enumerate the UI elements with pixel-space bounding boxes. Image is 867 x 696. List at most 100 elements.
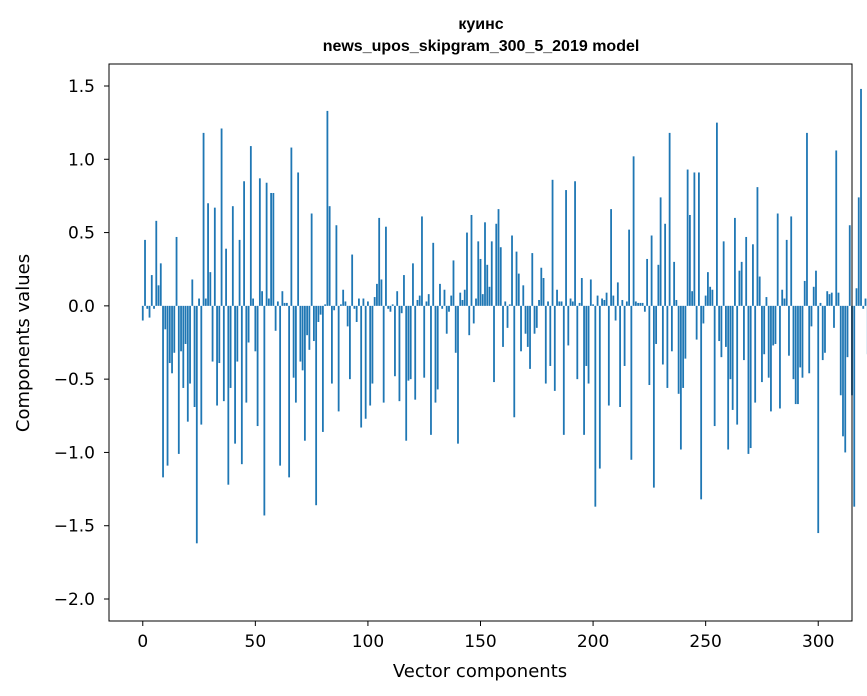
- bar-252: [709, 286, 712, 306]
- bar-118: [407, 305, 410, 381]
- bar-80: [321, 305, 324, 432]
- bar-263: [734, 217, 736, 306]
- bar-282: [776, 213, 779, 306]
- bar-275: [761, 305, 763, 383]
- bar-136: [448, 305, 450, 312]
- bar-142: [461, 299, 464, 306]
- bar-114: [398, 305, 401, 402]
- bar-127: [427, 294, 430, 306]
- bar-107: [382, 305, 385, 403]
- bar-44: [240, 305, 243, 465]
- bar-134: [443, 289, 446, 306]
- bar-230: [659, 197, 662, 306]
- bar-249: [702, 305, 705, 324]
- bar-211: [616, 282, 619, 306]
- bar-253: [711, 289, 714, 306]
- y-axis-ticks: −2.0 −1.5 −1.0 −0.5 0.0 0.5 1.0 1.5: [54, 77, 109, 610]
- bar-10: [164, 305, 167, 330]
- y-axis-label: Components values: [13, 254, 34, 432]
- bar-277: [765, 297, 768, 306]
- bar-173: [531, 253, 534, 306]
- bar-29: [207, 203, 209, 306]
- bar-32: [213, 207, 216, 306]
- bar-221: [639, 302, 642, 306]
- bar-128: [430, 305, 432, 435]
- bar-206: [605, 292, 608, 306]
- bar-25: [198, 298, 200, 306]
- bar-91: [346, 305, 349, 327]
- bar-8: [159, 263, 162, 306]
- bar-73: [306, 305, 309, 336]
- bar-146: [470, 214, 473, 306]
- bar-259: [725, 305, 727, 347]
- bar-312: [844, 305, 847, 453]
- bar-60: [276, 301, 279, 306]
- bar-94: [353, 305, 356, 309]
- bar-268: [745, 236, 748, 306]
- bar-246: [695, 305, 698, 340]
- bar-4: [150, 275, 153, 306]
- bar-278: [767, 305, 770, 378]
- bar-280: [772, 305, 775, 346]
- bar-157: [495, 223, 498, 306]
- bar-279: [770, 305, 772, 412]
- bar-313: [846, 305, 849, 358]
- bar-223: [643, 305, 646, 312]
- bar-225: [648, 305, 651, 386]
- y-tick-label: −2.0: [54, 590, 95, 610]
- y-tick-label: −0.5: [54, 370, 95, 390]
- bar-245: [693, 172, 696, 306]
- bar-314: [848, 225, 851, 306]
- bar-79: [319, 305, 322, 315]
- bar-141: [459, 292, 462, 306]
- bar-42: [236, 305, 239, 362]
- bar-320: [862, 305, 865, 309]
- bar-145: [468, 305, 471, 336]
- bar-304: [826, 291, 829, 306]
- bar-36: [222, 305, 225, 402]
- bar-168: [520, 305, 522, 352]
- bar-78: [317, 305, 320, 322]
- bar-125: [423, 305, 426, 378]
- bar-224: [646, 258, 649, 306]
- bar-161: [504, 301, 507, 306]
- bar-171: [526, 305, 529, 347]
- bar-26: [200, 305, 203, 425]
- bar-305: [828, 294, 831, 306]
- bar-199: [589, 279, 592, 306]
- bar-113: [396, 291, 399, 306]
- bar-284: [781, 289, 784, 306]
- bar-207: [607, 305, 610, 406]
- bar-153: [486, 264, 489, 306]
- bar-236: [673, 261, 676, 306]
- x-tick-label: 200: [577, 632, 609, 652]
- bar-309: [837, 292, 840, 306]
- bar-116: [403, 275, 405, 306]
- bar-250: [704, 295, 707, 306]
- bar-154: [488, 286, 491, 306]
- bar-229: [657, 264, 660, 306]
- bar-70: [299, 305, 302, 362]
- bar-31: [211, 305, 214, 362]
- bar-18: [182, 305, 185, 388]
- bar-58: [272, 192, 275, 306]
- bar-303: [824, 305, 826, 353]
- bar-110: [389, 305, 392, 312]
- bar-197: [585, 305, 588, 366]
- bar-319: [860, 88, 862, 306]
- bar-265: [738, 270, 741, 306]
- bar-164: [511, 235, 513, 306]
- bar-111: [391, 304, 394, 306]
- bar-155: [490, 241, 493, 306]
- bar-227: [652, 305, 655, 488]
- bar-34: [218, 305, 221, 364]
- bar-273: [756, 187, 759, 306]
- bar-97: [360, 305, 363, 428]
- bar-232: [664, 223, 667, 306]
- bar-22: [191, 279, 194, 306]
- bar-310: [839, 305, 842, 396]
- bar-296: [808, 305, 811, 374]
- bar-212: [619, 305, 621, 407]
- bar-61: [279, 305, 282, 466]
- bar-119: [409, 305, 412, 380]
